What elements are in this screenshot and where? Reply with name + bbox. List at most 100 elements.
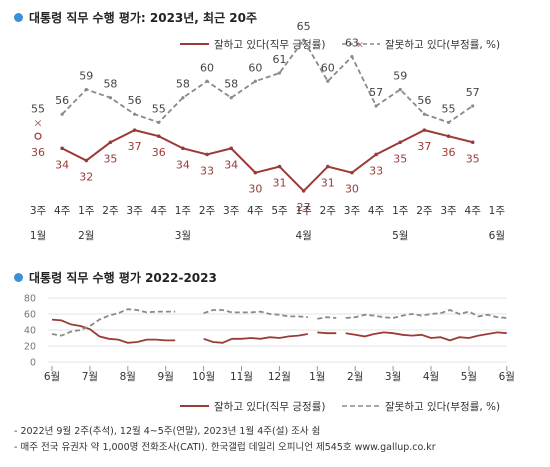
data-label-approval: 37: [417, 140, 431, 153]
point-approval: [205, 152, 209, 157]
x-tick-label: 1주: [489, 205, 506, 217]
x-tick-label: 9월: [158, 371, 174, 383]
x-tick-label: 6월: [44, 371, 60, 383]
x-tick-label: 12월: [268, 371, 291, 383]
point-disapproval: [302, 38, 306, 42]
x-tick-label: 2주: [199, 205, 216, 217]
top-chart-title-text: 대통령 직무 수행 평가: 2023년, 최근 20주: [29, 11, 258, 25]
data-label-disapproval: 58: [103, 78, 117, 91]
point-approval: [253, 170, 258, 175]
series-line-disapproval: [51, 308, 176, 337]
x-tick-label: 6월: [499, 371, 515, 383]
data-label-approval: 34: [55, 158, 69, 171]
data-label-disapproval: 60: [321, 61, 335, 74]
x-tick-label: 2주: [416, 205, 433, 217]
x-month-label: 6월: [489, 230, 505, 242]
legend-label-disapproval: 잘못하고 있다(부정률, %): [385, 38, 500, 51]
x-tick-label: 4주: [54, 205, 71, 217]
data-label-approval: 35: [393, 152, 407, 165]
point-approval: [374, 152, 378, 157]
data-label-approval: 34: [224, 158, 238, 171]
x-tick-label: 5월: [461, 371, 477, 383]
point-approval: [132, 128, 137, 132]
bottom-chart: 0 20 40 60 80 6월 7월 8월 9월 10월 11월 12월 1월 2월 3월 4월 5월 6월잘하…: [24, 294, 515, 414]
x-tick-label: 1주: [295, 205, 312, 217]
data-label-approval: 30: [345, 183, 359, 196]
data-label-disapproval: 60: [248, 61, 262, 74]
point-disapproval: [446, 120, 451, 125]
x-tick-label: 8월: [120, 371, 136, 383]
data-label-approval: 35: [466, 152, 480, 165]
bullet-icon: [14, 13, 23, 22]
bottom-chart-title: 대통령 직무 수행 평가 2022-2023: [14, 269, 217, 286]
series-line-disapproval: [203, 309, 308, 319]
x-tick-label: 4주: [465, 205, 482, 217]
data-label-disapproval: 56: [55, 94, 69, 107]
y-tick-label: 80: [24, 294, 36, 305]
point-disapproval: [60, 112, 64, 116]
point-approval: [34, 132, 42, 140]
data-label-disapproval: 55: [442, 102, 456, 115]
series-line-approval: [317, 331, 337, 335]
point-disapproval: [398, 87, 402, 92]
data-label-approval: 31: [321, 177, 335, 190]
data-label-approval: 34: [176, 158, 190, 171]
y-tick-label: 0: [30, 358, 36, 369]
data-label-disapproval: 59: [393, 70, 407, 83]
point-disapproval: [133, 112, 137, 116]
series-line-disapproval: [345, 309, 507, 319]
data-label-approval: 37: [128, 140, 142, 153]
x-tick-label: 4월: [423, 371, 439, 383]
data-label-approval: 32: [79, 171, 93, 184]
x-tick-label: 1주: [78, 205, 95, 217]
x-tick-label: 2주: [320, 205, 337, 217]
x-tick-label: 3주: [440, 205, 457, 217]
x-tick-label: 7월: [82, 371, 98, 383]
x-tick-label: 1주: [392, 205, 409, 217]
point-disapproval: [326, 79, 330, 83]
data-label-approval: 33: [200, 164, 214, 177]
data-label-disapproval: 59: [79, 70, 93, 83]
y-tick-label: 20: [24, 342, 36, 353]
x-tick-label: 4주: [247, 205, 264, 217]
point-approval: [470, 140, 475, 145]
top-chart: 잘하고 있다(직무 긍정률) × 잘못하고 있다(부정률, %)×55363주563…: [30, 20, 506, 242]
data-label-disapproval: 58: [176, 78, 190, 91]
series-line-approval: [61, 129, 473, 193]
point-disapproval: [205, 79, 209, 83]
point-approval: [108, 140, 113, 145]
point-disapproval: [277, 71, 282, 75]
data-label-disapproval: 58: [224, 78, 238, 91]
y-tick-label: 60: [24, 310, 36, 321]
x-tick-label: 4주: [368, 205, 385, 217]
point-disapproval: [350, 54, 354, 59]
data-label-disapproval: 61: [273, 53, 287, 66]
data-label-approval: 36: [152, 146, 166, 159]
legend-label-approval: 잘하고 있다(직무 긍정률): [214, 38, 325, 51]
legend-marker-disapproval: ×: [356, 41, 364, 51]
legend-label-approval: 잘하고 있다(직무 긍정률): [214, 400, 325, 413]
x-tick-label: 5주: [271, 205, 288, 217]
x-tick-label: 1월: [309, 371, 325, 383]
point-disapproval: [181, 96, 185, 100]
series-line-disapproval: [61, 38, 474, 124]
point-disapproval: [253, 79, 257, 83]
x-tick-label: 10월: [192, 371, 215, 383]
top-chart-title: 대통령 직무 수행 평가: 2023년, 최근 20주: [14, 9, 257, 26]
point-disapproval: [108, 96, 113, 100]
point-disapproval: [84, 87, 88, 92]
x-tick-label: 2주: [102, 205, 119, 217]
point-approval: [350, 170, 354, 175]
point-approval: [84, 158, 89, 163]
series-line-disapproval: [317, 316, 337, 320]
x-tick-label: 1주: [175, 205, 192, 217]
data-label-approval: 33: [369, 164, 383, 177]
x-tick-label: 3주: [30, 205, 47, 217]
point-disapproval: [471, 104, 475, 108]
point-approval: [326, 164, 330, 169]
point-approval: [301, 189, 306, 193]
data-label-approval: 36: [442, 146, 456, 159]
data-label-approval: 31: [273, 177, 287, 190]
data-label-disapproval: 55: [31, 102, 45, 115]
footnote-1: - 2022년 9월 2주(추석), 12월 4~5주(연말), 2023년 1…: [14, 426, 321, 437]
